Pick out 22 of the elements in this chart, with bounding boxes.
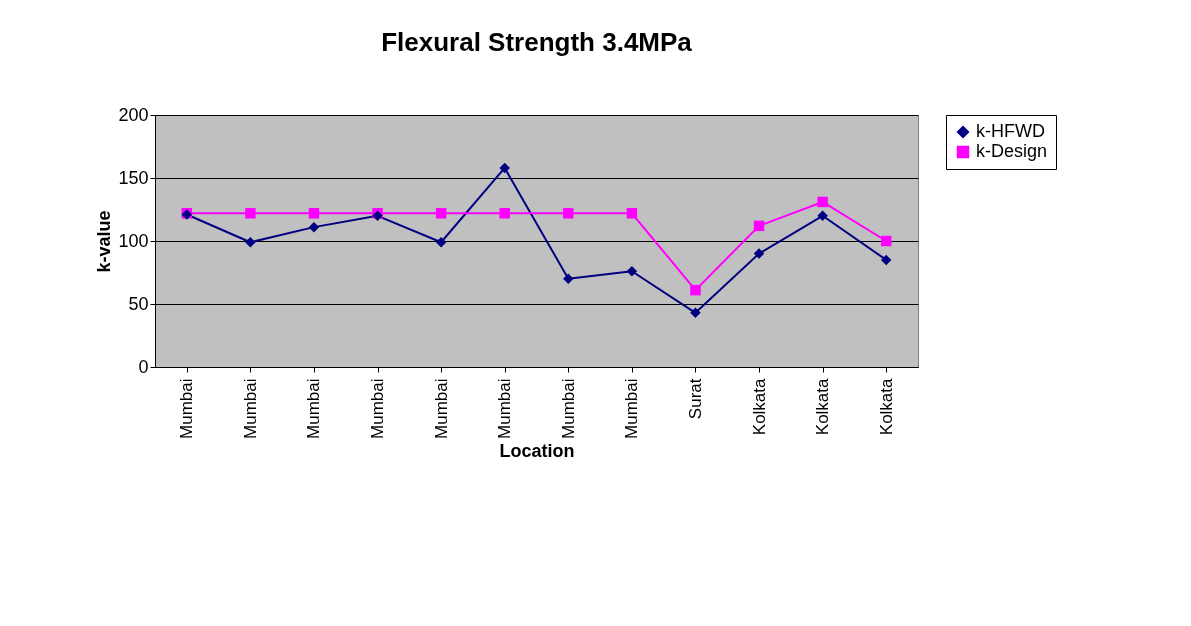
- x-tick-label: Mumbai: [368, 378, 388, 439]
- x-tick-label: Surat: [685, 378, 705, 420]
- legend-label: k-Design: [976, 141, 1048, 161]
- y-tick-label: 50: [128, 293, 149, 314]
- y-tick-label: 150: [118, 167, 149, 188]
- x-tick-label: Mumbai: [304, 378, 324, 439]
- y-tick-label: 100: [118, 230, 149, 251]
- x-tick-label: Mumbai: [495, 378, 515, 439]
- y-axis-title: k-value: [94, 210, 115, 273]
- x-tick-label: Mumbai: [431, 378, 451, 439]
- x-axis-title: Location: [499, 440, 575, 461]
- legend-label: k-HFWD: [976, 121, 1045, 141]
- x-tick-label: Mumbai: [622, 378, 642, 439]
- x-tick-label: Mumbai: [240, 378, 260, 439]
- x-tick-label: Kolkata: [876, 377, 896, 436]
- x-tick-label: Kolkata: [749, 377, 769, 436]
- x-tick-label: Mumbai: [558, 378, 578, 439]
- x-tick-label: Kolkata: [813, 377, 833, 436]
- y-tick-label: 0: [138, 356, 149, 377]
- x-tick-label: Mumbai: [177, 378, 197, 439]
- y-tick-label: 200: [118, 104, 149, 125]
- chart-title: Flexural Strength 3.4MPa: [381, 27, 693, 57]
